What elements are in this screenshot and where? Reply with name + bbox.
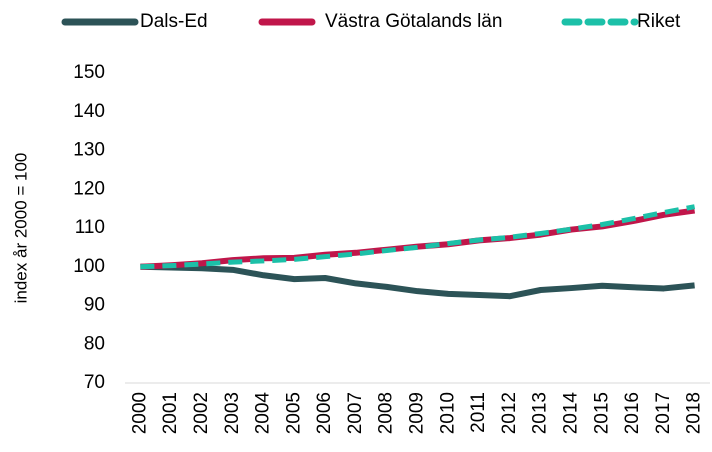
x-tick-label: 2001 [160, 392, 181, 434]
y-tick-label: 100 [73, 256, 105, 277]
x-tick-label: 2016 [622, 392, 643, 434]
x-tick-label: 2007 [345, 392, 366, 434]
x-tick-label: 2009 [407, 392, 428, 434]
legend-label: Riket [637, 11, 681, 32]
x-tick-label: 2017 [653, 392, 674, 434]
y-tick-label: 90 [84, 295, 105, 316]
legend-label: Västra Götalands län [325, 11, 502, 32]
y-axis-label: index år 2000 = 100 [11, 153, 30, 304]
y-tick-label: 140 [73, 101, 105, 122]
y-tick-label: 70 [84, 372, 105, 393]
x-tick-label: 2015 [591, 392, 612, 434]
x-tick-label: 2006 [314, 392, 335, 434]
x-tick-label: 2010 [437, 392, 458, 434]
x-tick-label: 2014 [560, 392, 581, 435]
y-tick-label: 150 [73, 62, 105, 83]
x-tick-label: 2012 [499, 392, 520, 434]
x-tick-label: 2000 [129, 392, 150, 434]
x-tick-label: 2002 [191, 392, 212, 434]
x-tick-label: 2011 [468, 392, 489, 433]
y-tick-label: 130 [73, 140, 105, 161]
x-tick-label: 2008 [376, 392, 397, 434]
x-tick-label: 2004 [253, 392, 274, 435]
x-tick-label: 2003 [222, 392, 243, 434]
x-tick-label: 2005 [283, 392, 304, 434]
x-tick-label: 2013 [530, 392, 551, 434]
y-tick-label: 120 [73, 178, 105, 199]
y-tick-label: 80 [84, 333, 105, 354]
series-line [140, 263, 695, 300]
y-tick-label: 110 [75, 217, 105, 238]
series-line [140, 204, 696, 270]
legend-label: Dals-Ed [140, 11, 208, 32]
x-tick-label: 2018 [684, 392, 705, 434]
series-line [140, 207, 696, 270]
